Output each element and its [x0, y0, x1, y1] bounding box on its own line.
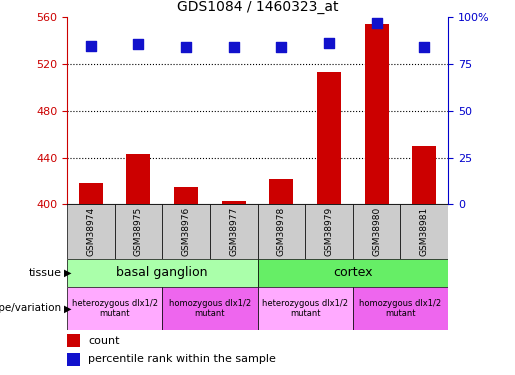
Text: GSM38976: GSM38976: [182, 207, 191, 256]
Title: GDS1084 / 1460323_at: GDS1084 / 1460323_at: [177, 0, 338, 15]
Text: ▶: ▶: [64, 303, 72, 313]
Text: percentile rank within the sample: percentile rank within the sample: [88, 354, 276, 364]
Text: cortex: cortex: [333, 266, 372, 279]
Text: heterozygous dlx1/2
mutant: heterozygous dlx1/2 mutant: [262, 299, 348, 318]
Bar: [353, 287, 448, 330]
Bar: [305, 204, 353, 259]
Text: tissue: tissue: [29, 268, 62, 278]
Text: GSM38979: GSM38979: [324, 207, 333, 256]
Text: GSM38975: GSM38975: [134, 207, 143, 256]
Bar: [67, 259, 258, 287]
Bar: [258, 259, 448, 287]
Bar: [162, 204, 210, 259]
Bar: [127, 154, 150, 204]
Bar: [67, 204, 115, 259]
Text: homozygous dlx1/2
mutant: homozygous dlx1/2 mutant: [359, 299, 441, 318]
Bar: [317, 72, 341, 204]
Point: [87, 43, 95, 49]
Point: [372, 20, 381, 26]
Bar: [258, 287, 353, 330]
Bar: [79, 183, 102, 204]
Text: heterozygous dlx1/2
mutant: heterozygous dlx1/2 mutant: [72, 299, 158, 318]
Point: [325, 40, 333, 46]
Bar: [210, 204, 258, 259]
Point: [277, 44, 285, 50]
Text: GSM38981: GSM38981: [420, 207, 428, 256]
Bar: [269, 178, 293, 204]
Bar: [67, 334, 80, 347]
Bar: [114, 204, 162, 259]
Point: [134, 41, 143, 47]
Text: basal ganglion: basal ganglion: [116, 266, 208, 279]
Point: [182, 44, 190, 50]
Text: GSM38978: GSM38978: [277, 207, 286, 256]
Text: genotype/variation: genotype/variation: [0, 303, 62, 313]
Bar: [413, 146, 436, 204]
Bar: [401, 204, 448, 259]
Bar: [258, 204, 305, 259]
Bar: [174, 187, 198, 204]
Text: GSM38980: GSM38980: [372, 207, 381, 256]
Bar: [67, 352, 80, 366]
Point: [420, 44, 428, 50]
Text: GSM38977: GSM38977: [229, 207, 238, 256]
Text: GSM38974: GSM38974: [87, 207, 95, 256]
Bar: [67, 287, 162, 330]
Bar: [162, 287, 258, 330]
Bar: [365, 24, 388, 204]
Text: count: count: [88, 336, 119, 345]
Bar: [222, 201, 246, 204]
Point: [230, 44, 238, 50]
Text: ▶: ▶: [64, 268, 72, 278]
Text: homozygous dlx1/2
mutant: homozygous dlx1/2 mutant: [169, 299, 251, 318]
Bar: [353, 204, 401, 259]
